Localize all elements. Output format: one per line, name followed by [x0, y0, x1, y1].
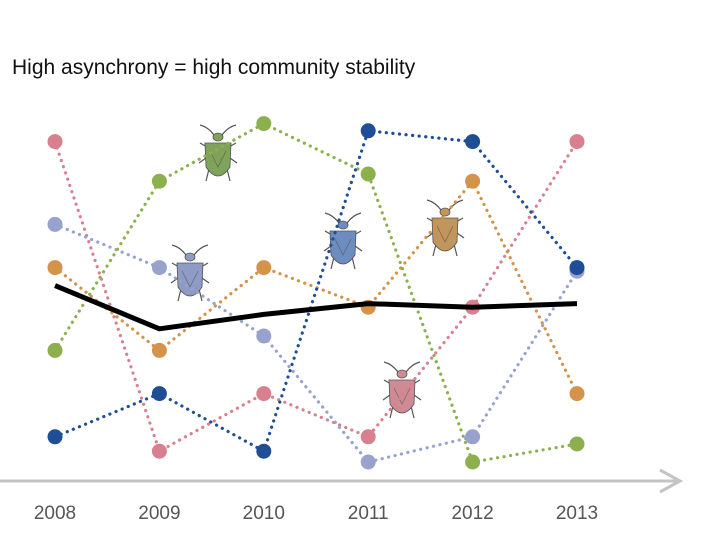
x-tick-label: 2012 [451, 503, 493, 524]
x-axis-arrow-icon [659, 468, 684, 494]
data-point-orange-species-2009 [151, 342, 167, 358]
data-point-blue-species-2010 [256, 443, 272, 459]
data-point-blue-species-2008 [47, 429, 63, 445]
data-point-orange-species-2010 [256, 260, 272, 276]
data-point-lavender-species-2008 [47, 216, 63, 232]
data-point-green-species-2011 [360, 166, 376, 182]
data-point-lavender-species-2009 [151, 260, 167, 276]
x-tick-label: 2011 [348, 503, 389, 524]
green-beetle-icon [198, 124, 238, 182]
data-point-pink-species-2010 [256, 386, 272, 402]
data-point-green-species-2009 [151, 173, 167, 189]
data-point-green-species-2013 [569, 436, 585, 452]
data-point-orange-species-2012 [465, 173, 481, 189]
data-point-blue-species-2012 [465, 134, 481, 150]
data-point-pink-species-2008 [47, 134, 63, 150]
x-tick-label: 2013 [556, 503, 598, 524]
series-line-orange-species [53, 178, 579, 396]
series-line-blue-species [53, 129, 579, 454]
x-tick-label: 2009 [138, 503, 180, 524]
data-point-pink-species-2013 [569, 134, 585, 150]
data-point-blue-species-2013 [569, 260, 585, 276]
data-point-lavender-species-2011 [360, 454, 376, 470]
chart-title: High asynchrony = high community stabili… [12, 56, 416, 79]
x-tick-label: 2010 [243, 503, 285, 524]
data-point-pink-species-2011 [360, 429, 376, 445]
data-point-green-species-2010 [256, 116, 272, 132]
data-point-lavender-species-2010 [256, 328, 272, 344]
data-point-orange-species-2013 [569, 386, 585, 402]
data-point-blue-species-2011 [360, 123, 376, 139]
data-point-green-species-2008 [47, 342, 63, 358]
data-point-blue-species-2009 [151, 386, 167, 402]
blue-beetle-icon [323, 212, 363, 270]
data-point-orange-species-2008 [47, 260, 63, 276]
tan-beetle-icon [425, 199, 465, 257]
series-line-community [54, 283, 578, 332]
series-line-green-species [53, 121, 579, 464]
series-line-pink-species [53, 140, 579, 454]
data-point-lavender-species-2012 [465, 429, 481, 445]
data-point-pink-species-2009 [151, 443, 167, 459]
lavender-beetle-icon [170, 244, 210, 302]
data-point-green-species-2012 [465, 454, 481, 470]
x-tick-label: 2008 [34, 503, 76, 524]
series-line-lavender-species [53, 222, 579, 464]
